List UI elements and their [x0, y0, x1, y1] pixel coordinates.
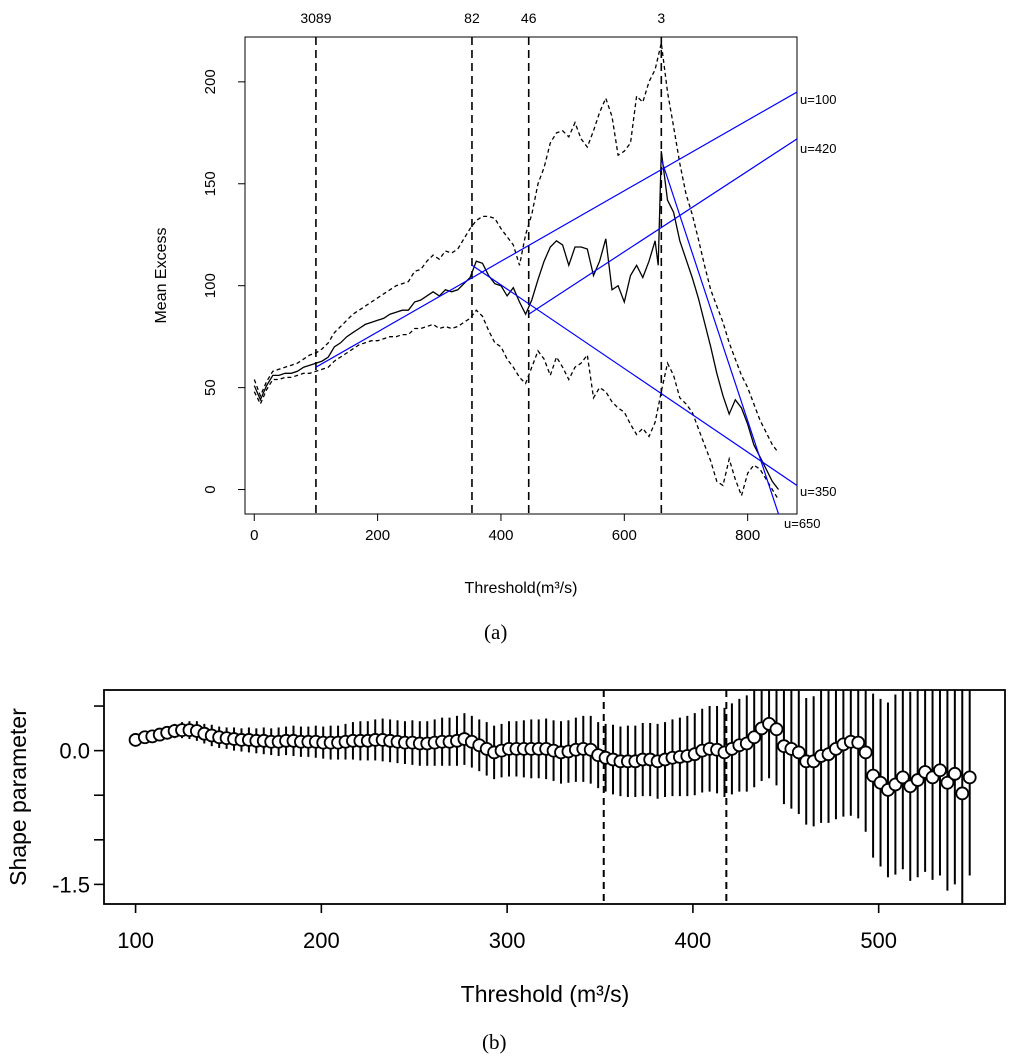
y-tick-label: 0.0 — [59, 739, 90, 764]
shape-estimate-point — [769, 722, 784, 737]
top-axis-label: 46 — [521, 10, 537, 26]
plot-frame — [103, 689, 1006, 905]
x-tick-label: 200 — [365, 527, 390, 544]
top-axis-label: 3 — [657, 10, 665, 26]
y-tick-label: 0 — [202, 485, 219, 493]
fit-line-label: u=420 — [800, 141, 837, 156]
x-tick-label: 400 — [675, 928, 712, 953]
shape-estimate-point — [791, 745, 806, 760]
shape-estimate-point — [955, 786, 970, 801]
x-tick-label: 300 — [489, 928, 526, 953]
fit-line-label: u=350 — [800, 484, 837, 499]
x-tick-label: 100 — [117, 928, 154, 953]
y-tick-label: 150 — [202, 171, 219, 196]
x-tick-label: 200 — [303, 928, 340, 953]
panel-b-shape-parameter-plot: 100 200 300 400 500 0.0 -1.5 Threshold (m³/s) Sh… — [5, 689, 1006, 1007]
fit-u420-line — [528, 138, 797, 315]
x-tick-label: 500 — [860, 928, 897, 953]
shape-estimate-point — [895, 770, 910, 785]
panel-b-caption: (b) — [482, 1030, 507, 1054]
confidence-lower-line — [253, 309, 780, 501]
x-tick-label: 0 — [250, 527, 258, 544]
plot-area — [253, 37, 797, 514]
plot-frame — [244, 36, 798, 515]
y-tick-label: 100 — [202, 273, 219, 298]
top-axis-label: 82 — [464, 10, 480, 26]
panel-a-caption: (a) — [484, 620, 508, 644]
x-tick-label: 400 — [488, 527, 513, 544]
fit-line-label: u=650 — [784, 516, 821, 531]
fit-line-label: u=100 — [800, 92, 837, 107]
y-tick-label: 50 — [202, 379, 219, 396]
shape-estimate-point — [933, 763, 947, 778]
shape-estimate-point — [858, 745, 873, 760]
x-tick-label: 600 — [612, 527, 637, 544]
fit-u650-line — [660, 159, 780, 514]
x-axis-title: Threshold(m³/s) — [465, 580, 578, 597]
top-axis-label: 3089 — [300, 10, 331, 26]
confidence-upper-line — [253, 42, 780, 454]
shape-estimate-point — [947, 766, 962, 781]
x-axis-title: Threshold (m³/s) — [461, 981, 630, 1007]
x-tick-label: 800 — [735, 527, 760, 544]
shape-estimate-point — [940, 775, 955, 790]
y-axis-title: Shape parameter — [5, 708, 31, 886]
fit-u350-line — [471, 264, 797, 486]
shape-estimate-point — [747, 730, 762, 745]
y-tick-label: 200 — [202, 69, 219, 94]
shape-estimate-point — [962, 770, 977, 785]
panel-a-mean-excess-plot: 0 200 400 600 800 0 50 100 150 200 3089 82 46 3 Thresh… — [153, 10, 837, 597]
shape-estimate-point — [851, 735, 866, 750]
y-tick-label: -1.5 — [52, 872, 90, 897]
fit-u100-line — [315, 91, 797, 368]
mean-excess-line — [253, 151, 780, 490]
y-axis-title: Mean Excess — [153, 227, 170, 323]
